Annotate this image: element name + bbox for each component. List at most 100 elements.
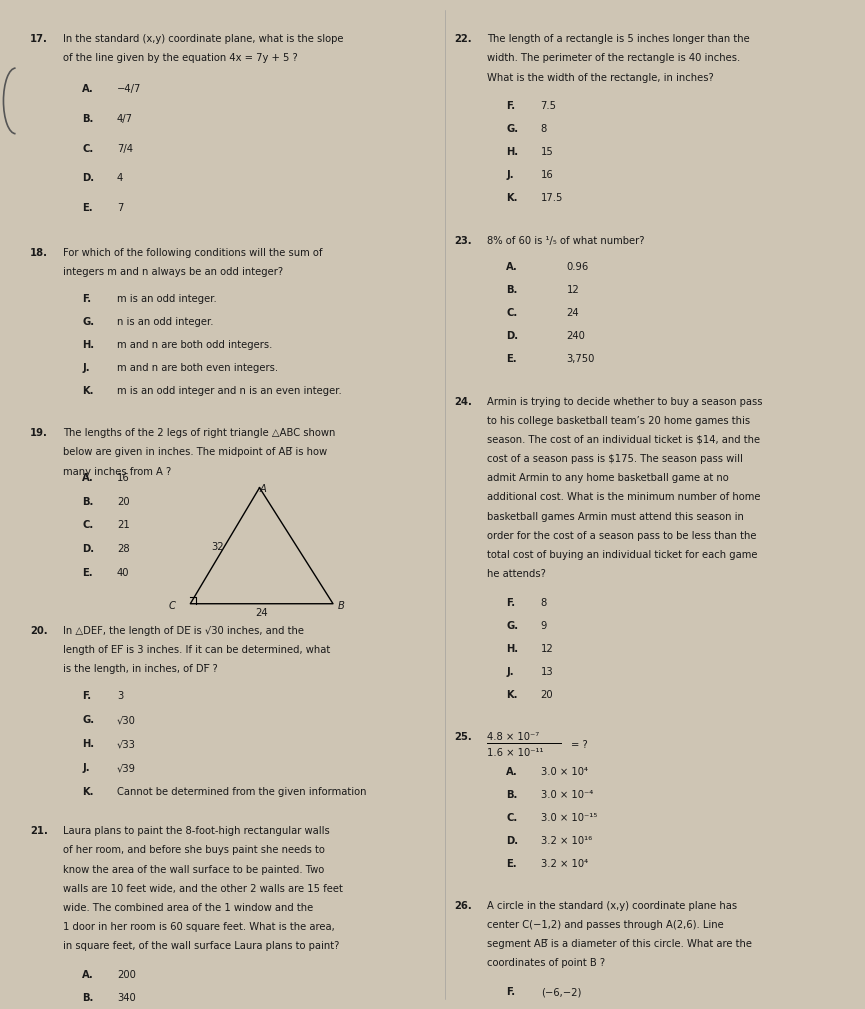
Text: m is an odd integer.: m is an odd integer.: [117, 294, 216, 304]
Text: n is an odd integer.: n is an odd integer.: [117, 317, 214, 327]
Text: F.: F.: [82, 691, 92, 701]
Text: G.: G.: [506, 124, 518, 134]
Text: 7/4: 7/4: [117, 143, 132, 153]
Text: 16: 16: [541, 171, 554, 181]
Text: A.: A.: [506, 767, 518, 777]
Text: he attends?: he attends?: [487, 569, 546, 579]
Text: additional cost. What is the minimum number of home: additional cost. What is the minimum num…: [487, 492, 760, 502]
Text: 8% of 60 is ¹/₅ of what number?: 8% of 60 is ¹/₅ of what number?: [487, 236, 644, 245]
Text: 4/7: 4/7: [117, 114, 132, 124]
Text: 0.96: 0.96: [567, 262, 589, 272]
Text: G.: G.: [82, 715, 94, 725]
Text: F.: F.: [506, 102, 516, 111]
Text: of the line given by the equation 4x = 7y + 5 ?: of the line given by the equation 4x = 7…: [63, 53, 298, 64]
Text: C.: C.: [506, 812, 517, 822]
Text: 3.0 × 10⁻⁴: 3.0 × 10⁻⁴: [541, 790, 593, 800]
Text: K.: K.: [82, 787, 93, 797]
Text: 40: 40: [117, 568, 129, 578]
Text: G.: G.: [506, 621, 518, 631]
Text: 3.0 × 10⁻¹⁵: 3.0 × 10⁻¹⁵: [541, 812, 597, 822]
Text: 23.: 23.: [454, 236, 471, 245]
Text: 26.: 26.: [454, 901, 472, 911]
Text: 8: 8: [541, 598, 547, 608]
Text: G.: G.: [82, 317, 94, 327]
Text: center C(−1,2) and passes through A(2,6). Line: center C(−1,2) and passes through A(2,6)…: [487, 920, 724, 930]
Text: E.: E.: [506, 859, 516, 869]
Text: 18.: 18.: [30, 248, 48, 258]
Text: J.: J.: [82, 763, 90, 773]
Text: √39: √39: [117, 763, 136, 773]
Text: A.: A.: [506, 262, 518, 272]
Text: 21: 21: [117, 521, 130, 531]
Text: H.: H.: [506, 644, 518, 654]
Text: J.: J.: [506, 171, 514, 181]
Text: order for the cost of a season pass to be less than the: order for the cost of a season pass to b…: [487, 531, 757, 541]
Text: B: B: [337, 600, 344, 610]
Text: basketball games Armin must attend this season in: basketball games Armin must attend this …: [487, 512, 744, 522]
Text: 15: 15: [541, 147, 554, 157]
Text: 20: 20: [541, 690, 554, 700]
Text: 3,750: 3,750: [567, 354, 595, 364]
Text: below are given in inches. The midpoint of AB̅ is how: below are given in inches. The midpoint …: [63, 447, 327, 457]
Text: A.: A.: [82, 970, 94, 980]
Text: A circle in the standard (x,y) coordinate plane has: A circle in the standard (x,y) coordinat…: [487, 901, 737, 911]
Text: 22.: 22.: [454, 34, 471, 44]
Text: 20.: 20.: [30, 626, 48, 636]
Text: B.: B.: [82, 114, 93, 124]
Text: m and n are both even integers.: m and n are both even integers.: [117, 363, 278, 373]
Text: to his college basketball team’s 20 home games this: to his college basketball team’s 20 home…: [487, 416, 750, 426]
Text: D.: D.: [82, 174, 94, 184]
Text: 24: 24: [567, 309, 580, 319]
Text: H.: H.: [506, 147, 518, 157]
Text: E.: E.: [82, 203, 93, 213]
Text: width. The perimeter of the rectangle is 40 inches.: width. The perimeter of the rectangle is…: [487, 53, 740, 64]
Text: H.: H.: [82, 739, 94, 749]
Text: B.: B.: [506, 286, 517, 296]
Text: 3.2 × 10¹⁶: 3.2 × 10¹⁶: [541, 835, 592, 846]
Text: B.: B.: [82, 993, 93, 1003]
Text: J.: J.: [82, 363, 90, 373]
Text: −4/7: −4/7: [117, 84, 141, 94]
Text: 17.: 17.: [30, 34, 48, 44]
Text: E.: E.: [506, 354, 516, 364]
Text: cost of a season pass is $175. The season pass will: cost of a season pass is $175. The seaso…: [487, 454, 743, 464]
Text: 12: 12: [567, 286, 580, 296]
Text: 9: 9: [541, 621, 547, 631]
Text: in square feet, of the wall surface Laura plans to paint?: in square feet, of the wall surface Laur…: [63, 941, 340, 951]
Text: D.: D.: [506, 332, 518, 341]
Text: admit Armin to any home basketball game at no: admit Armin to any home basketball game …: [487, 473, 728, 483]
Text: C: C: [169, 600, 176, 610]
Text: A.: A.: [82, 84, 94, 94]
Text: 7: 7: [117, 203, 123, 213]
Text: 240: 240: [567, 332, 586, 341]
Text: 1.6 × 10⁻¹¹: 1.6 × 10⁻¹¹: [487, 749, 543, 759]
Text: 8: 8: [541, 124, 547, 134]
Text: B.: B.: [82, 496, 93, 507]
Text: 24.: 24.: [454, 397, 472, 407]
Text: 21.: 21.: [30, 826, 48, 836]
Text: of her room, and before she buys paint she needs to: of her room, and before she buys paint s…: [63, 846, 325, 856]
Text: 7.5: 7.5: [541, 102, 556, 111]
Text: √30: √30: [117, 715, 136, 725]
Text: 17.5: 17.5: [541, 194, 563, 204]
Text: 12: 12: [541, 644, 554, 654]
Text: C.: C.: [82, 143, 93, 153]
Text: walls are 10 feet wide, and the other 2 walls are 15 feet: walls are 10 feet wide, and the other 2 …: [63, 884, 343, 894]
Text: know the area of the wall surface to be painted. Two: know the area of the wall surface to be …: [63, 865, 324, 875]
Text: In the standard (x,y) coordinate plane, what is the slope: In the standard (x,y) coordinate plane, …: [63, 34, 343, 44]
Text: integers m and n always be an odd integer?: integers m and n always be an odd intege…: [63, 267, 283, 277]
Text: 32: 32: [211, 542, 224, 552]
Text: total cost of buying an individual ticket for each game: total cost of buying an individual ticke…: [487, 550, 758, 560]
Text: F.: F.: [82, 294, 92, 304]
Text: B.: B.: [506, 790, 517, 800]
Text: 3.2 × 10⁴: 3.2 × 10⁴: [541, 859, 587, 869]
Text: D.: D.: [506, 835, 518, 846]
Text: D.: D.: [82, 545, 94, 555]
Text: C.: C.: [506, 309, 517, 319]
Text: J.: J.: [506, 667, 514, 677]
Text: 16: 16: [117, 472, 130, 482]
Text: 20: 20: [117, 496, 130, 507]
Text: 340: 340: [117, 993, 136, 1003]
Text: A: A: [260, 483, 266, 493]
Text: Cannot be determined from the given information: Cannot be determined from the given info…: [117, 787, 366, 797]
